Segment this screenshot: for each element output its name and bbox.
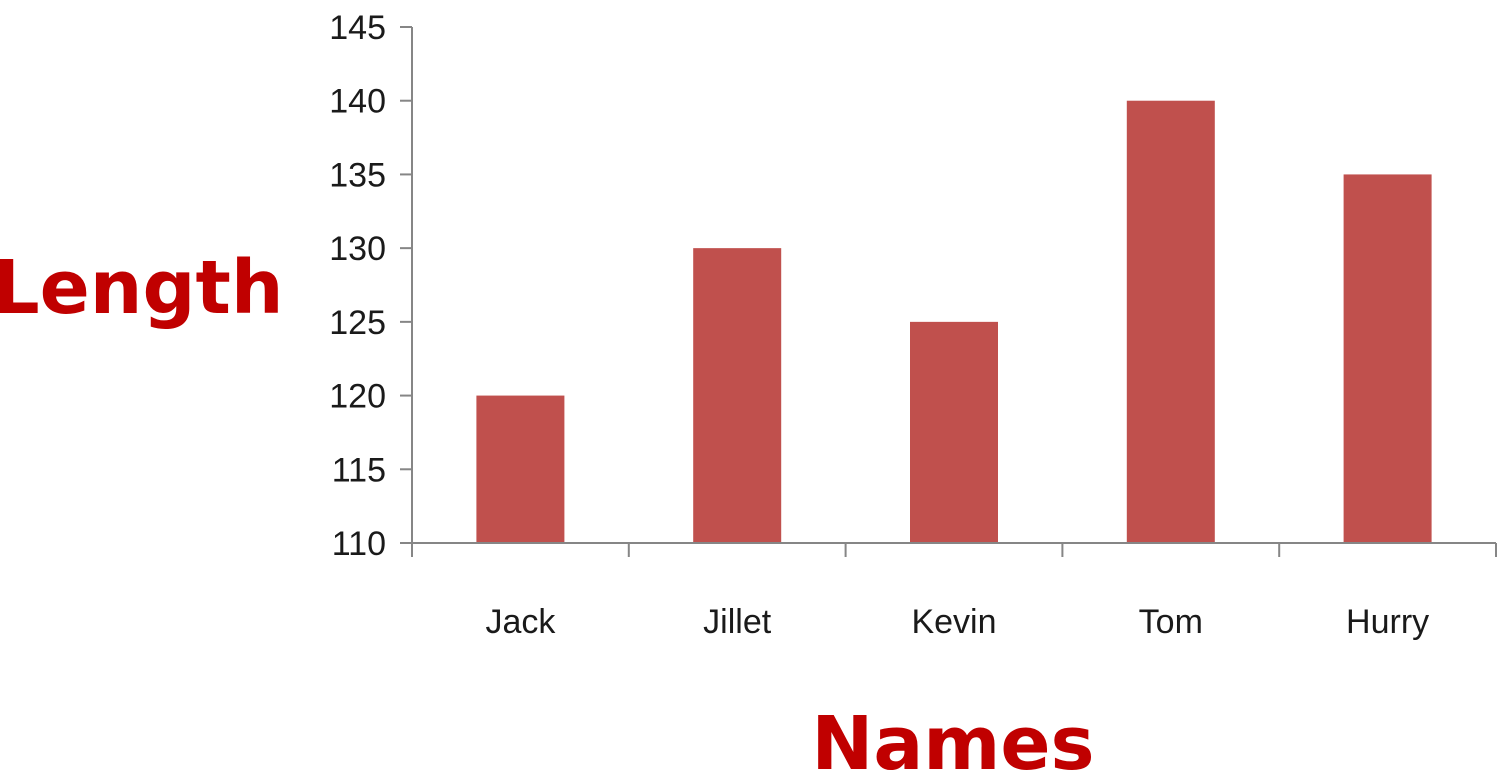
x-tick-label: Jillet	[703, 603, 772, 641]
bar-tom	[1126, 100, 1215, 543]
x-axis-ticks	[411, 543, 1497, 557]
y-tick-label: 145	[329, 9, 386, 47]
y-tick-label: 130	[329, 230, 386, 268]
y-axis-ticks	[400, 26, 412, 544]
y-tick-label: 120	[329, 378, 386, 416]
y-axis-tick-labels: 110 115 120 125 130 135 140 145	[329, 9, 386, 563]
y-tick-label: 110	[332, 525, 386, 563]
bar-jillet	[693, 248, 782, 543]
y-tick-label: 140	[329, 83, 386, 121]
x-tick-label: Tom	[1139, 603, 1203, 641]
x-tick-label: Hurry	[1346, 603, 1429, 641]
bar-jack	[476, 395, 565, 543]
bar-hurry	[1343, 174, 1432, 543]
y-axis-title: Length	[0, 245, 284, 331]
y-tick-label: 115	[332, 451, 386, 489]
bar-series	[476, 100, 1432, 543]
bar-kevin	[910, 321, 998, 543]
y-tick-label: 125	[329, 304, 386, 342]
x-tick-label: Kevin	[911, 603, 996, 641]
x-axis-title: Names	[811, 701, 1094, 781]
y-tick-label: 135	[329, 156, 386, 194]
x-tick-label: Jack	[485, 603, 556, 641]
x-axis-tick-labels: Jack Jillet Kevin Tom Hurry	[485, 603, 1429, 641]
